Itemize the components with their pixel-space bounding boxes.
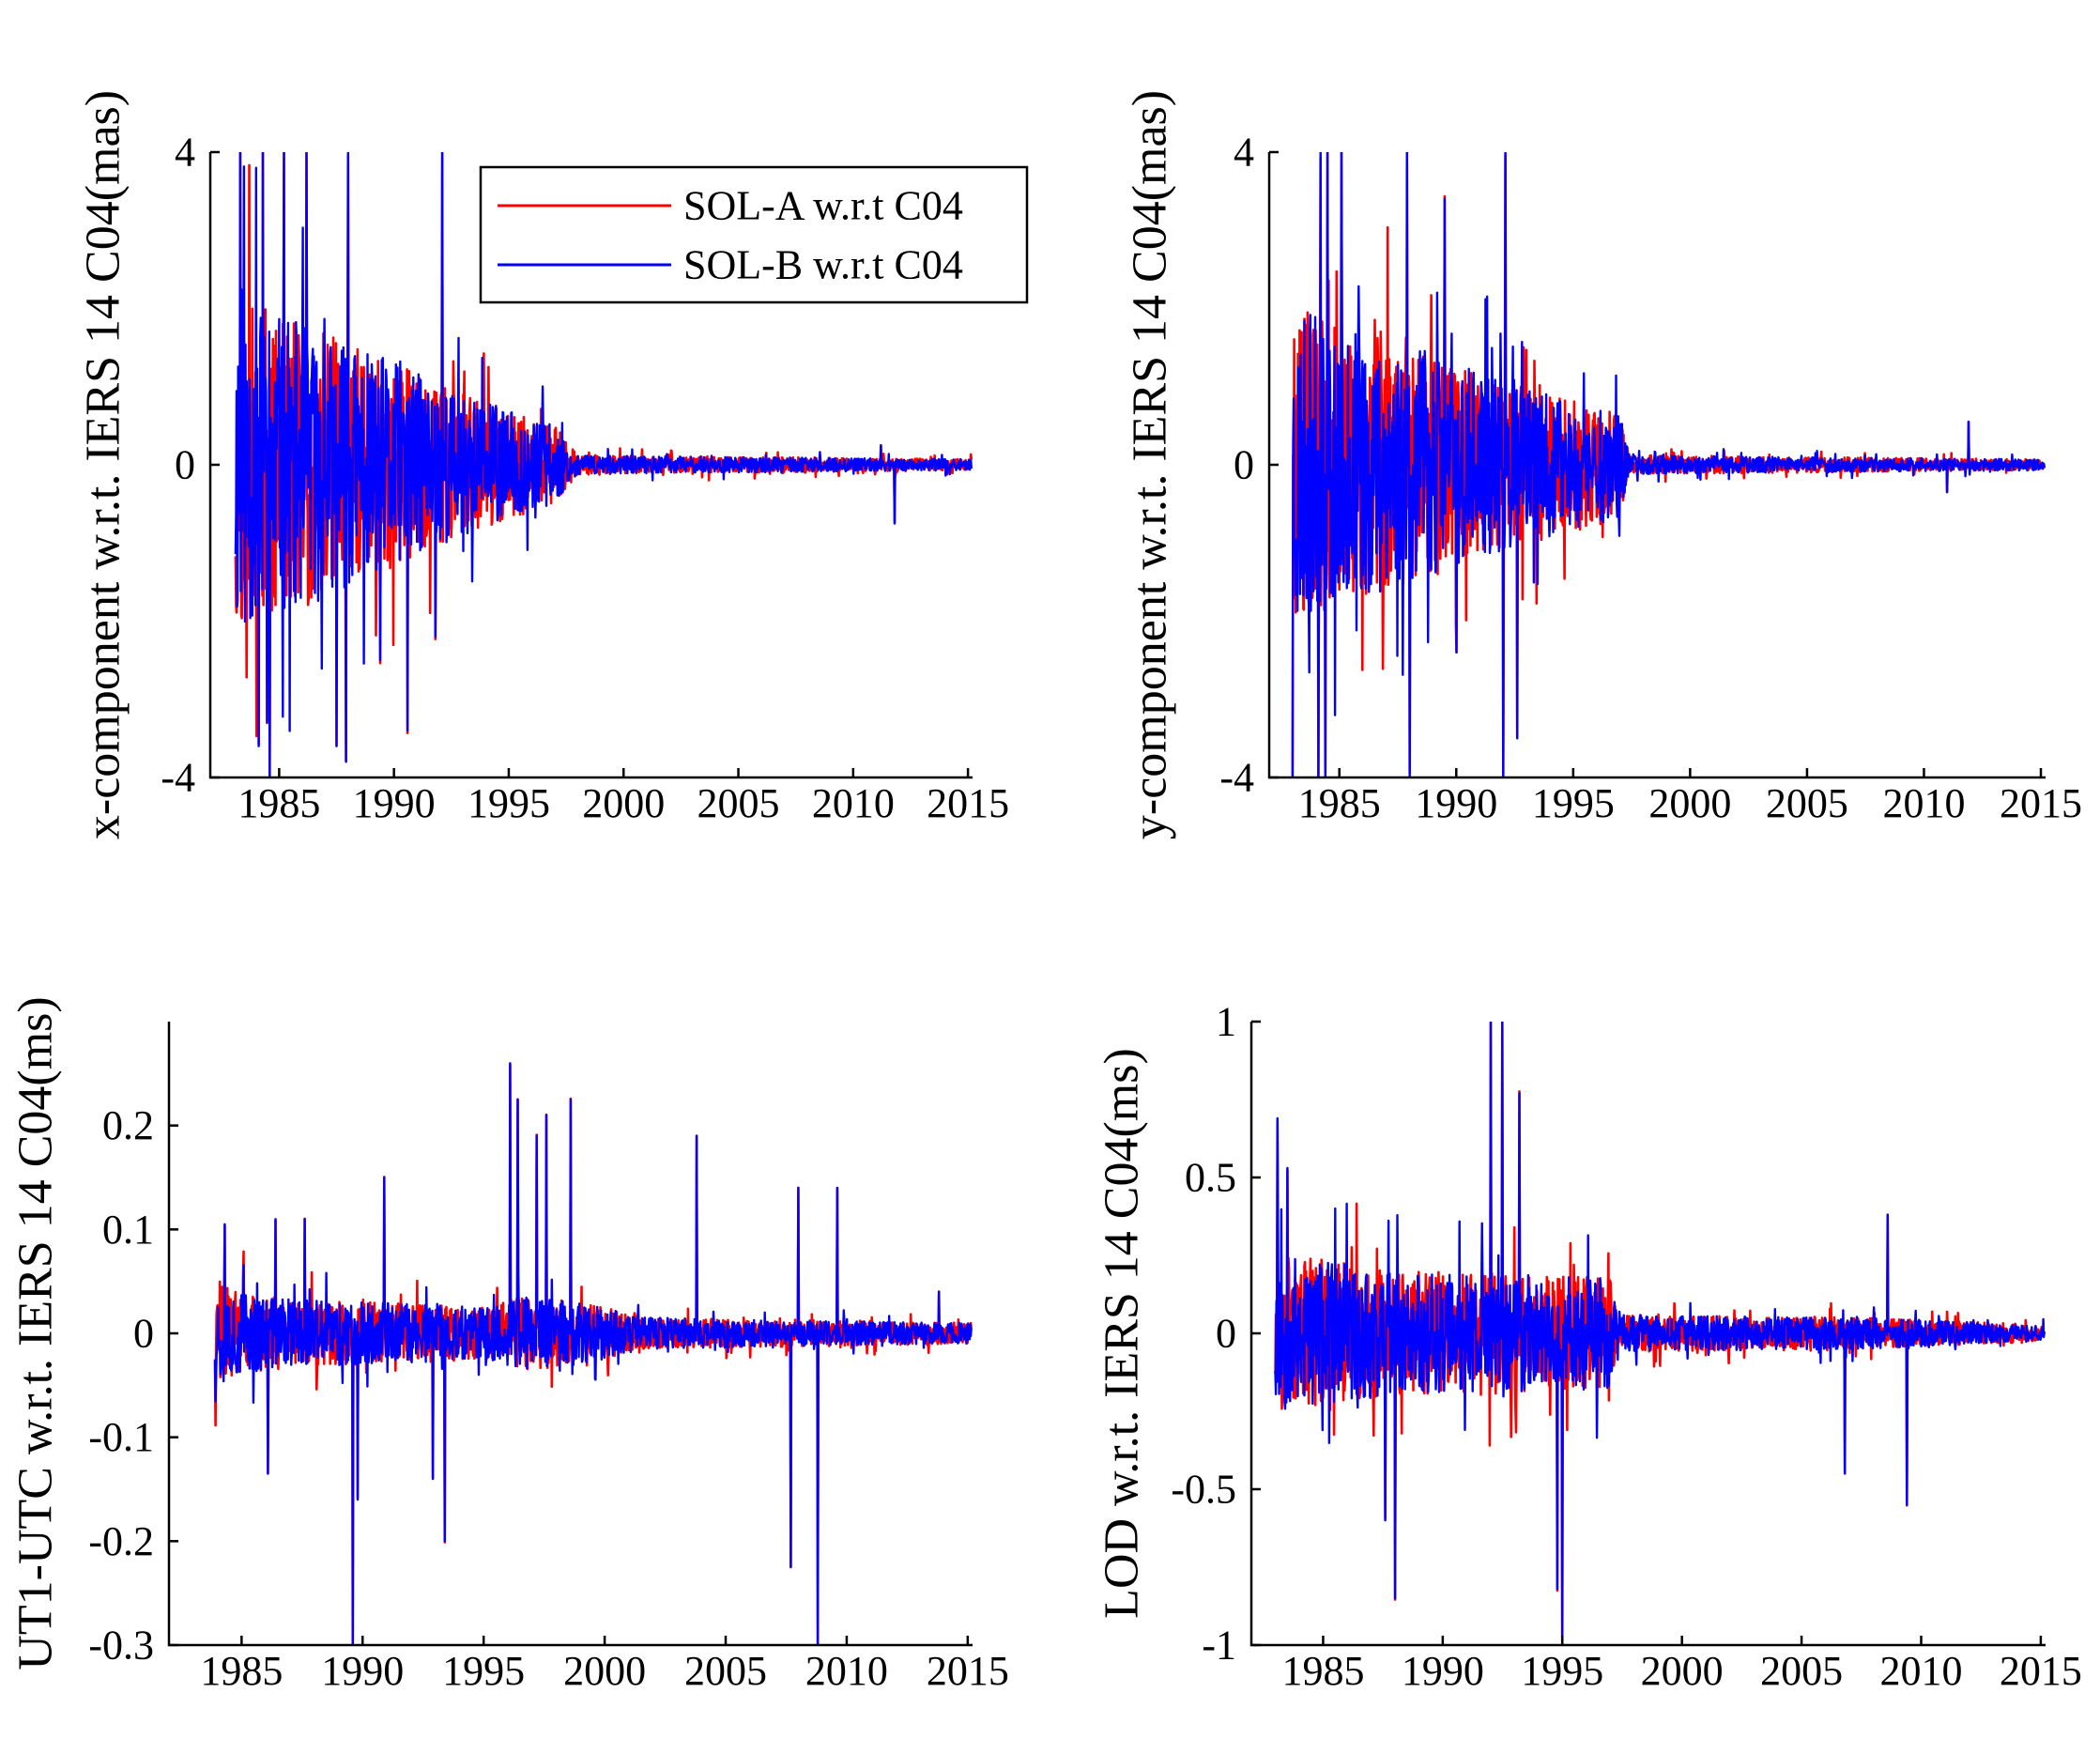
x-tick-label: 1995 (1532, 780, 1615, 826)
y-tick-labels: -4 0 4 (161, 130, 195, 801)
y-tick-label: 0 (1216, 1311, 1236, 1357)
x-tick-label: 2015 (927, 780, 1009, 826)
panel-ut1-utc: 1985 1990 1995 2000 2005 2010 2015 -0.3-0.2-0.… (9, 996, 1009, 1694)
panel-y-component: 1985 1990 1995 2000 2005 2010 2015 -4 0 4 y-comp… (1124, 90, 2083, 839)
panel-lod: 1985 1990 1995 2000 2005 2010 2015 -1 -0.5 0 0.5 1… (1096, 999, 2082, 1695)
x-tick-label: 2000 (582, 780, 665, 826)
x-tick-label: 1995 (468, 780, 550, 826)
y-tick-label: 4 (1234, 130, 1254, 176)
x-tick-label: 2005 (697, 780, 780, 826)
y-axis-label: LOD w.r.t. IERS 14 C04(ms) (1096, 1048, 1149, 1619)
tick-marks (169, 1124, 970, 1647)
x-tick-label: 2015 (927, 1648, 1009, 1694)
legend-box (479, 165, 1029, 304)
x-tick-labels: 1985 1990 1995 2000 2005 2010 2015 (1298, 780, 2082, 826)
y-axis-label: UT1-UTC w.r.t. IERS 14 C04(ms) (9, 996, 63, 1669)
x-tick-label: 2010 (1879, 1648, 1962, 1694)
series-line-sol-b (1291, 152, 2046, 777)
y-tick-label: -4 (1219, 755, 1254, 801)
y-tick-label: 0.1 (102, 1207, 154, 1253)
y-tick-label: -1 (1202, 1623, 1236, 1669)
y-tick-label: 1 (1216, 999, 1236, 1045)
legend-label-sol-b: SOL-B w.r.t C04 (683, 242, 963, 288)
x-tick-label: 1985 (1281, 1648, 1364, 1694)
tick-marks (1251, 1020, 2043, 1647)
x-tick-label: 2000 (1648, 780, 1731, 826)
x-tick-label: 1990 (1402, 1648, 1484, 1694)
x-tick-label: 1995 (1521, 1648, 1603, 1694)
x-tick-label: 2010 (812, 780, 895, 826)
x-tick-label: 1990 (321, 1648, 404, 1694)
y-tick-label: 0 (1234, 442, 1254, 488)
y-tick-label: -0.2 (88, 1518, 154, 1564)
y-tick-label: 0.5 (1185, 1155, 1236, 1201)
y-tick-label: -4 (161, 755, 195, 801)
x-tick-label: 2015 (2000, 780, 2082, 826)
x-tick-labels: 1985 1990 1995 2000 2005 2010 2015 (1281, 1648, 2081, 1694)
legend-label-sol-a: SOL-A w.r.t C04 (683, 183, 963, 229)
series-lines (1291, 152, 2046, 777)
series-lines (1274, 1022, 2046, 1645)
series-lines (234, 152, 973, 777)
legend: SOL-A w.r.t C04 SOL-B w.r.t C04 (479, 165, 1029, 304)
x-tick-label: 1990 (1415, 780, 1497, 826)
x-tick-label: 2000 (563, 1648, 646, 1694)
y-tick-labels: -1 -0.5 0 0.5 1 (1171, 999, 1236, 1669)
x-tick-labels: 1985 1990 1995 2000 2005 2010 2015 (200, 1648, 1008, 1694)
x-tick-label: 1985 (238, 780, 320, 826)
y-axis-label: y-component w.r.t. IERS 14 C04(mas) (1124, 90, 1177, 839)
x-tick-label: 2000 (1641, 1648, 1724, 1694)
x-tick-label: 1985 (1298, 780, 1381, 826)
y-tick-labels: -0.3 -0.2 -0.1 0 0.1 0.2 (88, 1102, 154, 1668)
x-tick-label: 2010 (1882, 780, 1965, 826)
series-line-sol-b (234, 152, 973, 777)
panel-x-component: 1985 1990 1995 2000 2005 2010 2015 -4 0 4 x-comp… (77, 90, 1029, 839)
y-tick-label: 0 (133, 1311, 154, 1357)
y-tick-label: 0 (175, 442, 195, 488)
y-tick-label: -0.3 (88, 1623, 154, 1669)
y-tick-label: -0.1 (88, 1414, 154, 1460)
x-tick-label: 2005 (1766, 780, 1848, 826)
x-tick-label: 2005 (684, 1648, 767, 1694)
y-tick-label: -0.5 (1171, 1467, 1236, 1513)
x-tick-label: 2010 (805, 1648, 888, 1694)
y-tick-label: 0.2 (102, 1102, 154, 1148)
series-lines (213, 1062, 973, 1645)
series-line-sol-b (1274, 1022, 2046, 1645)
x-tick-labels: 1985 1990 1995 2000 2005 2010 2015 (238, 780, 1009, 826)
x-tick-label: 1990 (353, 780, 436, 826)
x-tick-label: 2005 (1760, 1648, 1843, 1694)
tick-marks (1269, 150, 2043, 779)
tick-marks (210, 150, 970, 779)
x-tick-label: 1985 (200, 1648, 283, 1694)
x-tick-label: 2015 (2000, 1648, 2082, 1694)
y-tick-label: 4 (175, 130, 195, 176)
y-tick-labels: -4 0 4 (1219, 130, 1254, 801)
y-axis-label: x-component w.r.t. IERS 14 C04(mas) (77, 90, 130, 839)
series-line-sol-b (213, 1062, 973, 1645)
x-tick-label: 1995 (442, 1648, 525, 1694)
